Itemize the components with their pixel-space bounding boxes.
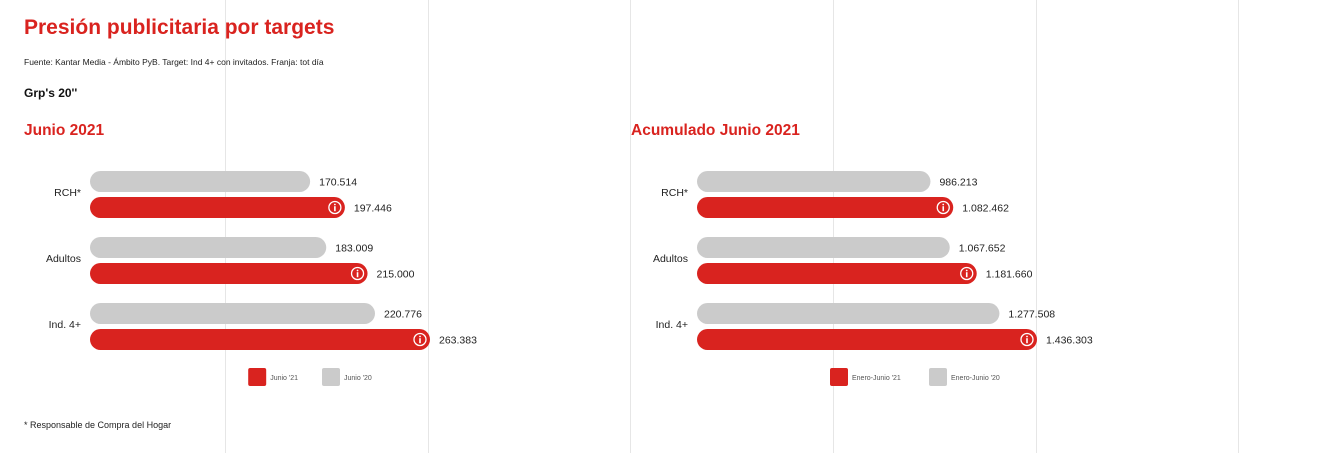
bar-current (90, 263, 368, 284)
legend-swatch (830, 368, 848, 386)
legend-label[interactable]: Junio '20 (344, 375, 372, 382)
page-title: Presión publicitaria por targets (24, 16, 335, 39)
category-label: Ind. 4+ (656, 319, 688, 331)
legend-swatch (322, 368, 340, 386)
bar-current (697, 263, 977, 284)
bar-chart-junio: RCH* 170.514 197.446 Adultos 183.009 215.000 I… (46, 171, 477, 386)
bar-current (90, 197, 345, 218)
source-note: Fuente: Kantar Media - Ámbito PyB. Targe… (24, 57, 324, 67)
unit-label: Grp's 20'' (24, 86, 78, 100)
legend-swatch (248, 368, 267, 386)
info-icon[interactable] (1020, 332, 1034, 347)
bar-previous (697, 237, 950, 258)
category-label: RCH* (661, 187, 688, 199)
value-label-current: 215.000 (377, 269, 415, 281)
info-icon[interactable] (413, 332, 427, 347)
bar-chart-acumulado: RCH* 986.213 1.082.462 Adultos 1.067.652 1.18… (653, 171, 1093, 386)
info-icon[interactable] (328, 200, 342, 215)
grid-line (1238, 0, 1239, 453)
grid-line (225, 0, 226, 453)
value-label-previous: 220.776 (384, 309, 422, 321)
value-label-current: 1.082.462 (962, 203, 1009, 215)
value-label-previous: 183.009 (335, 243, 373, 255)
info-icon[interactable] (350, 266, 365, 281)
info-icon[interactable] (960, 266, 974, 281)
category-label: Adultos (653, 253, 688, 265)
legend-label[interactable]: Enero-Junio '20 (951, 375, 1000, 382)
value-label-current: 197.446 (354, 203, 392, 215)
bar-current (90, 329, 430, 350)
chart-title-junio: Junio 2021 (24, 122, 105, 139)
bar-current (697, 329, 1037, 350)
value-label-previous: 170.514 (319, 177, 357, 189)
value-label-previous: 986.213 (939, 177, 977, 189)
legend-label[interactable]: Enero-Junio '21 (852, 375, 901, 382)
value-label-previous: 1.277.508 (1008, 309, 1055, 321)
legend-swatch (929, 368, 947, 386)
value-label-current: 263.383 (439, 335, 477, 347)
bar-previous (697, 171, 931, 192)
category-label: Ind. 4+ (49, 319, 81, 331)
footnote: * Responsable de Compra del Hogar (24, 420, 172, 430)
info-icon[interactable] (936, 200, 950, 215)
grid-line (1036, 0, 1037, 453)
legend-label[interactable]: Junio '21 (270, 375, 298, 382)
value-label-previous: 1.067.652 (959, 243, 1006, 255)
category-label: RCH* (54, 187, 81, 199)
chart-title-acumulado: Acumulado Junio 2021 (631, 122, 800, 139)
grid-line (630, 0, 631, 453)
bar-previous (90, 303, 375, 324)
bar-previous (697, 303, 1000, 324)
bar-previous (90, 237, 327, 258)
category-label: Adultos (46, 253, 81, 265)
bar-previous (90, 171, 311, 192)
grid-line (428, 0, 429, 453)
grid-line (833, 0, 834, 453)
value-label-current: 1.436.303 (1046, 335, 1093, 347)
value-label-current: 1.181.660 (986, 269, 1033, 281)
bar-current (697, 197, 954, 218)
